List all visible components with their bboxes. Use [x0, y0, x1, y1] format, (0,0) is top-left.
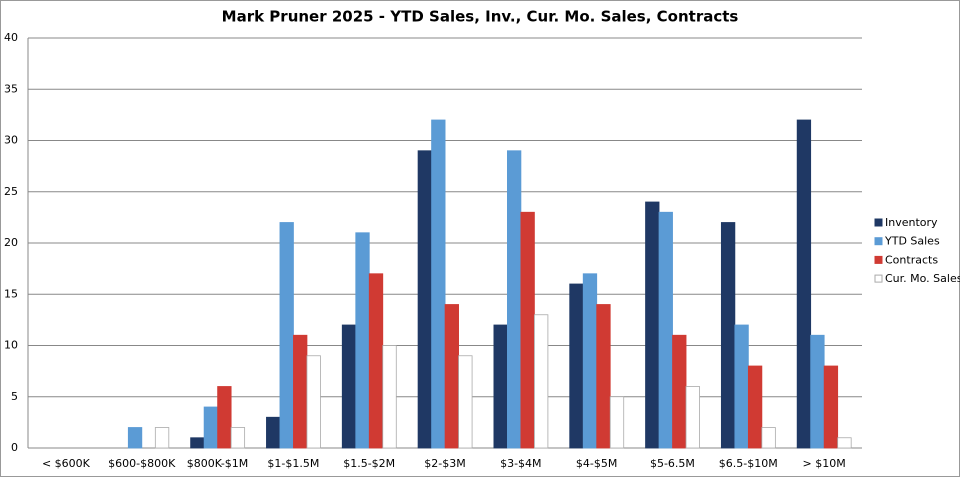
bar — [355, 232, 370, 449]
bar — [458, 355, 473, 449]
x-tick-label: $1.5-$2M — [343, 457, 395, 470]
bar — [734, 324, 749, 449]
bar — [431, 119, 446, 449]
x-tick-label: $2-$3M — [424, 457, 465, 470]
bar — [810, 334, 825, 449]
bar — [520, 211, 535, 449]
bar — [341, 324, 357, 449]
bar — [217, 386, 232, 449]
bar — [382, 345, 397, 449]
bar — [493, 324, 508, 449]
x-tick-label: $1-$1.5M — [267, 457, 319, 470]
y-tick-label: 40 — [4, 31, 18, 44]
x-tick-label: $600-$800K — [108, 457, 176, 470]
bar — [685, 386, 700, 449]
bar — [293, 334, 308, 449]
chart-title: Mark Pruner 2025 - YTD Sales, Inv., Cur.… — [222, 8, 739, 26]
bar — [796, 119, 812, 449]
x-tick-label: $800K-$1M — [187, 457, 249, 470]
bar — [279, 222, 294, 449]
bar — [747, 365, 763, 449]
bar — [823, 365, 839, 449]
legend-label: YTD Sales — [884, 235, 940, 248]
x-tick-label: < $600K — [42, 457, 91, 470]
legend-swatch — [874, 274, 883, 283]
x-tick-label: $6.5-$10M — [719, 457, 778, 470]
bar — [417, 150, 432, 449]
y-tick-label: 15 — [4, 287, 18, 300]
bar — [596, 304, 611, 449]
bar — [507, 150, 522, 449]
bar — [266, 416, 281, 449]
y-tick-label: 10 — [4, 339, 18, 352]
bar — [127, 427, 143, 449]
bar — [190, 437, 205, 449]
bar — [154, 427, 170, 449]
y-tick-label: 0 — [11, 441, 18, 454]
bar — [761, 427, 776, 449]
bar — [720, 222, 736, 449]
y-tick-label: 30 — [4, 134, 18, 147]
y-tick-label: 20 — [4, 236, 18, 249]
bar — [368, 273, 384, 449]
y-tick-label: 25 — [4, 185, 18, 198]
legend-label: Inventory — [885, 216, 938, 229]
bar — [230, 427, 246, 449]
x-tick-label: $3-$4M — [500, 457, 541, 470]
x-tick-label: $4-$5M — [576, 457, 617, 470]
x-tick-label: $5-6.5M — [650, 457, 695, 470]
bar — [203, 406, 219, 449]
legend-label: Cur. Mo. Sales — [885, 272, 960, 285]
bar — [658, 211, 673, 449]
bar — [582, 273, 598, 449]
legend-swatch — [874, 237, 883, 246]
bar — [306, 355, 321, 449]
bar — [837, 437, 852, 449]
legend-swatch — [874, 255, 883, 264]
bar — [672, 334, 687, 449]
x-tick-label: > $10M — [802, 457, 845, 470]
legend-label: Contracts — [885, 253, 938, 266]
bar — [444, 304, 459, 449]
y-tick-label: 5 — [11, 390, 18, 403]
bar — [534, 314, 549, 449]
bar — [569, 283, 584, 449]
y-tick-label: 35 — [4, 82, 18, 95]
bar — [609, 396, 625, 449]
legend-swatch — [874, 218, 883, 227]
bar — [645, 201, 660, 449]
